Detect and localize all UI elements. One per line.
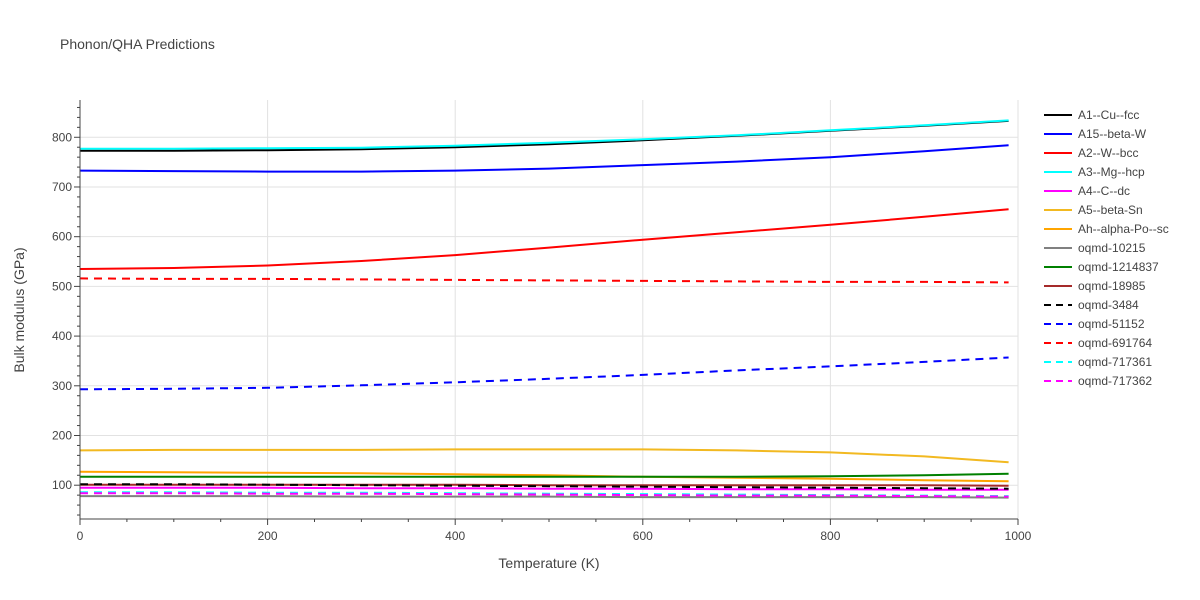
- legend-label: A3--Mg--hcp: [1078, 165, 1145, 179]
- y-axis-title: Bulk modulus (GPa): [11, 247, 27, 372]
- series-line-oqmd-1214837[interactable]: [80, 472, 1009, 478]
- series-line-ah-alpha-po-sc[interactable]: [79, 470, 1009, 483]
- series-line-oqmd-3484[interactable]: [80, 483, 1009, 490]
- legend-label: A15--beta-W: [1078, 127, 1147, 141]
- legend-item[interactable]: A3--Mg--hcp: [1044, 165, 1145, 179]
- legend-label: oqmd-3484: [1078, 298, 1139, 312]
- series-line-a5-beta-sn[interactable]: [79, 448, 1009, 464]
- legend-label: oqmd-1214837: [1078, 260, 1159, 274]
- series-line-a2-w-bcc[interactable]: [79, 208, 1009, 270]
- y-tick-label: 300: [52, 379, 72, 393]
- legend-item[interactable]: A5--beta-Sn: [1044, 203, 1143, 217]
- legend-item[interactable]: oqmd-717362: [1044, 374, 1152, 388]
- y-tick-label: 400: [52, 329, 72, 343]
- legend-item[interactable]: oqmd-51152: [1044, 317, 1145, 331]
- x-tick-label: 600: [633, 529, 653, 543]
- y-tick-label: 600: [52, 230, 72, 244]
- legend-label: oqmd-691764: [1078, 336, 1152, 350]
- x-tick-label: 400: [445, 529, 465, 543]
- legend-item[interactable]: oqmd-691764: [1044, 336, 1152, 350]
- legend-label: A1--Cu--fcc: [1078, 108, 1139, 122]
- legend-item[interactable]: oqmd-1214837: [1044, 260, 1159, 274]
- legend-label: oqmd-10215: [1078, 241, 1146, 255]
- legend-label: oqmd-51152: [1078, 317, 1145, 331]
- x-tick-label: 1000: [1005, 529, 1032, 543]
- y-tick-label: 500: [52, 279, 72, 293]
- chart-title: Phonon/QHA Predictions: [60, 36, 215, 52]
- legend-label: A5--beta-Sn: [1078, 203, 1143, 217]
- series-line-oqmd-691764[interactable]: [79, 277, 1009, 284]
- legend-label: oqmd-18985: [1078, 279, 1146, 293]
- legend-item[interactable]: A15--beta-W: [1044, 127, 1147, 141]
- series-line-oqmd-10215[interactable]: [80, 495, 1009, 499]
- series-line-a1-cu-fcc[interactable]: [80, 119, 1009, 152]
- y-tick-label: 700: [52, 180, 72, 194]
- series-line-a4-c-dc[interactable]: [80, 486, 1009, 491]
- x-axis-title: Temperature (K): [498, 555, 599, 571]
- legend-item[interactable]: A4--C--dc: [1044, 184, 1130, 198]
- legend-label: Ah--alpha-Po--sc: [1078, 222, 1169, 236]
- plot-area: [79, 119, 1009, 499]
- legend[interactable]: A1--Cu--fcc A15--beta-W A2--W--bcc A3--Mg--…: [1044, 108, 1169, 388]
- legend-item[interactable]: A2--W--bcc: [1044, 146, 1138, 160]
- legend-item[interactable]: A1--Cu--fcc: [1044, 108, 1139, 122]
- legend-label: oqmd-717361: [1078, 355, 1152, 369]
- series-line-oqmd-717362[interactable]: [80, 492, 1009, 498]
- legend-item[interactable]: Ah--alpha-Po--sc: [1044, 222, 1169, 236]
- x-tick-label: 0: [77, 529, 84, 543]
- y-tick-label: 100: [52, 478, 72, 492]
- series-line-oqmd-51152[interactable]: [79, 356, 1009, 391]
- legend-label: A2--W--bcc: [1078, 146, 1138, 160]
- legend-item[interactable]: oqmd-10215: [1044, 241, 1146, 255]
- series-line-a3-mg-hcp[interactable]: [80, 119, 1009, 150]
- legend-item[interactable]: oqmd-18985: [1044, 279, 1146, 293]
- axes: 0 200 400 600 800 1000 100 200 300 400 500 600 700 80…: [52, 100, 1032, 543]
- y-tick-label: 800: [52, 130, 72, 144]
- legend-label: A4--C--dc: [1078, 184, 1130, 198]
- gridlines: [79, 100, 1019, 519]
- series-line-a15-beta-w[interactable]: [79, 144, 1009, 173]
- x-tick-label: 800: [820, 529, 840, 543]
- x-tick-label: 200: [258, 529, 278, 543]
- legend-item[interactable]: oqmd-717361: [1044, 355, 1152, 369]
- y-tick-label: 200: [52, 428, 72, 442]
- legend-label: oqmd-717362: [1078, 374, 1152, 388]
- legend-item[interactable]: oqmd-3484: [1044, 298, 1139, 312]
